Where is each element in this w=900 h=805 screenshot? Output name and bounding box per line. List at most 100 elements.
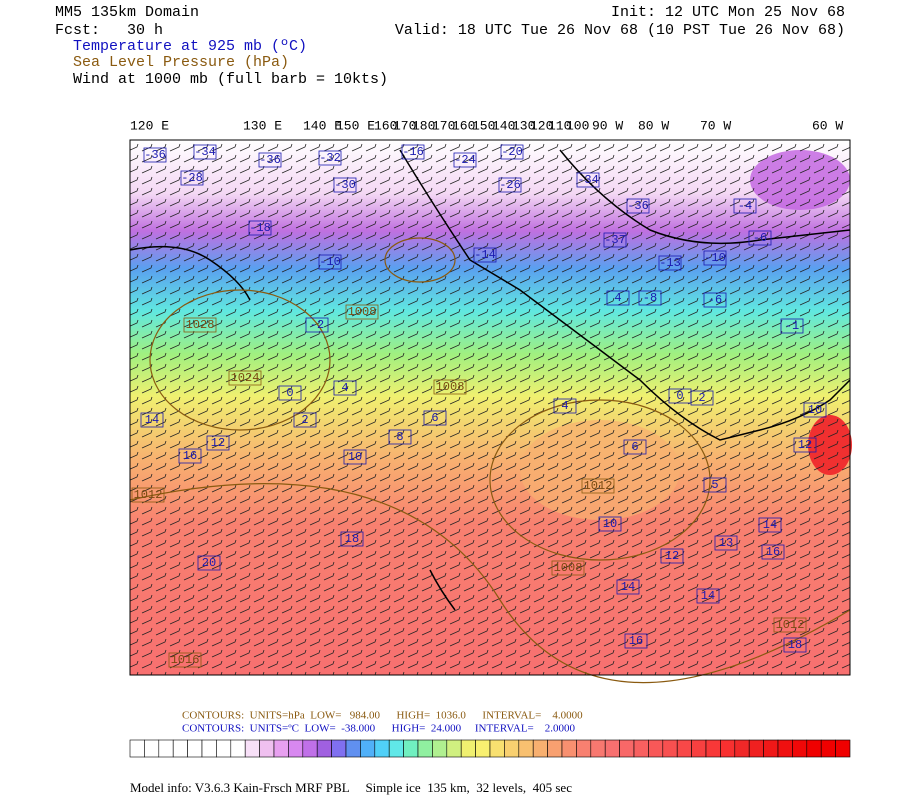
longitude-label: 170: [432, 118, 455, 133]
temperature-label-box: [340, 531, 364, 547]
longitude-label: 120 E: [130, 118, 169, 133]
temperature-label-box: [598, 516, 622, 532]
temperature-label-box: [690, 390, 714, 406]
temperature-label-box: [696, 588, 720, 604]
temperature-label-box: [616, 579, 640, 595]
colorbar-cell: [345, 739, 361, 758]
colorbar-cell: [129, 739, 145, 758]
pressure-label: 1028: [186, 318, 215, 332]
longitude-label: 100: [566, 118, 589, 133]
temperature-label: -30: [334, 178, 356, 192]
longitude-label: 130 E: [243, 118, 282, 133]
pressure-contour-info: CONTOURS: UNITS=hPa LOW= 984.00 HIGH= 10…: [182, 710, 583, 722]
colorbar-cell: [720, 739, 736, 758]
temperature-label-box: [333, 380, 357, 396]
colorbar-cell: [763, 739, 779, 758]
temperature-label: -34: [194, 145, 216, 159]
pressure-label: 1008: [436, 380, 465, 394]
temperature-label: -10: [704, 251, 726, 265]
temperature-label-box: [606, 290, 630, 306]
colorbar-cell: [259, 739, 275, 758]
colorbar-cell: [388, 739, 404, 758]
temperature-label-box: [178, 448, 202, 464]
temperature-label: 18: [788, 638, 802, 652]
map-frame: [129, 139, 851, 676]
pressure-label: 1024: [231, 371, 260, 385]
colorbar-cell: [748, 739, 764, 758]
temperature-label: 16: [766, 545, 780, 559]
pressure-label: 1012: [776, 618, 805, 632]
temperature-label-box: [140, 412, 164, 428]
model-info: Model info: V3.6.3 Kain-Frsch MRF PBL Si…: [130, 780, 572, 795]
temperature-label: -6: [753, 231, 767, 245]
temperature-label: -18: [249, 221, 271, 235]
pressure-label: 1008: [554, 561, 583, 575]
temperature-label: -34: [577, 173, 599, 187]
temperature-label: 10: [348, 450, 362, 464]
temperature-label: 14: [621, 580, 635, 594]
temperature-label-box: [660, 548, 684, 564]
colorbar-cell: [489, 739, 505, 758]
coastline: [129, 149, 851, 611]
temperature-label: 2: [301, 413, 308, 427]
temperature-label: 14: [145, 413, 159, 427]
colorbar-cell: [201, 739, 217, 758]
temperature-label-box: [623, 439, 647, 455]
colorbar-cell: [734, 739, 750, 758]
longitude-label: 160: [374, 118, 397, 133]
temperature-label-box: [624, 633, 648, 649]
temperature-label-box: [498, 177, 522, 193]
colorbar-cell: [590, 739, 606, 758]
pressure-label: 1012: [584, 479, 613, 493]
temperature-label-box: [783, 637, 807, 653]
temperature-label-box: [258, 152, 282, 168]
temperature-label: 20: [202, 556, 216, 570]
temperature-label-box: [333, 177, 357, 193]
pressure-label-box: [345, 304, 379, 320]
longitude-label: 140: [492, 118, 515, 133]
temperature-label: -16: [402, 145, 424, 159]
domain: MM5 135km Domain: [55, 4, 199, 21]
temperature-label-box: [780, 318, 804, 334]
colorbar-cell: [374, 739, 390, 758]
colorbar-cell: [446, 739, 462, 758]
longitude-label: 150: [472, 118, 495, 133]
temperature-label-box: [576, 172, 600, 188]
longitude-label: 150 E: [336, 118, 375, 133]
temperature-label-box: [733, 198, 757, 214]
colorbar-cell: [360, 739, 376, 758]
temperature-label-box: [193, 144, 217, 160]
longitude-label: 110: [548, 118, 571, 133]
temperature-label-box: [248, 220, 272, 236]
colorbar-cell: [705, 739, 721, 758]
wind-title: Wind at 1000 mb (full barb = 10kts): [73, 71, 388, 88]
temperature-label-box: [603, 232, 627, 248]
header: MM5 135km Domain Fcst: 30 h Temperature …: [55, 4, 845, 88]
temperature-label: -10: [319, 255, 341, 269]
colorbar-cell: [835, 739, 851, 758]
temperature-label-box: [553, 398, 577, 414]
colorbar-cell: [806, 739, 822, 758]
pressure-label-box: [228, 370, 262, 386]
temperature-label: 6: [431, 411, 438, 425]
temperature-label-box: [793, 437, 817, 453]
temperature-label: 5: [711, 478, 718, 492]
temperature-label: -26: [499, 178, 521, 192]
pressure-label-box: [551, 560, 585, 576]
temperature-label-box: [703, 250, 727, 266]
colorbar-cell: [403, 739, 419, 758]
temperature-label: 13: [719, 536, 733, 550]
temperature-label: -4: [738, 199, 752, 213]
temperature-label: -13: [659, 256, 681, 270]
colorbar-cell: [518, 739, 534, 758]
colorbar-cell: [604, 739, 620, 758]
temperature-label-box: [278, 385, 302, 401]
longitude-label: 140 E: [303, 118, 342, 133]
colorbar-cell: [619, 739, 635, 758]
temperature-label-box: [758, 517, 782, 533]
colorbar: [129, 739, 851, 758]
temperature-label: 12: [211, 436, 225, 450]
temperature-label: -20: [501, 145, 523, 159]
colorbar-cell: [288, 739, 304, 758]
colorbar-cell: [158, 739, 174, 758]
